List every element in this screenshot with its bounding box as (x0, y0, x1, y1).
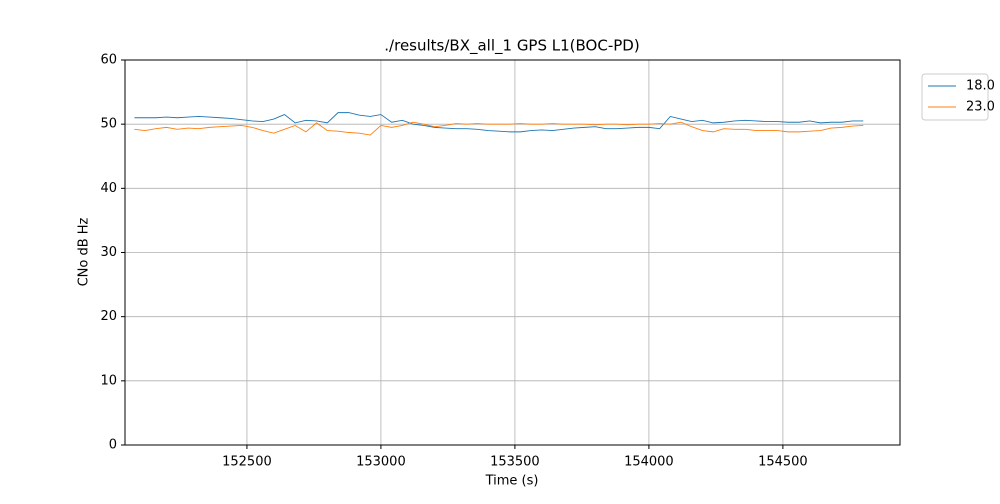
y-tick-label: 40 (100, 181, 117, 196)
series-line (134, 121, 864, 136)
y-tick-label: 30 (100, 245, 117, 260)
legend-label: 18.0 (966, 79, 995, 94)
legend-label: 23.0 (966, 100, 995, 115)
x-tick-label: 153000 (356, 455, 406, 470)
x-tick-label: 154000 (624, 455, 674, 470)
y-tick-label: 20 (100, 309, 117, 324)
x-tick-label: 153500 (490, 455, 540, 470)
y-axis-label: CNo dB Hz (77, 217, 92, 286)
x-axis-label: Time (s) (485, 474, 539, 489)
y-tick-label: 50 (100, 117, 117, 132)
y-tick-label: 10 (100, 373, 117, 388)
chart-title: ./results/BX_all_1 GPS L1(BOC-PD) (384, 37, 639, 56)
series-line (134, 112, 864, 133)
x-tick-label: 154500 (758, 455, 808, 470)
x-tick-label: 152500 (222, 455, 272, 470)
y-tick-label: 0 (109, 438, 117, 453)
axes-frame (124, 59, 901, 446)
y-tick-label: 60 (100, 53, 117, 68)
